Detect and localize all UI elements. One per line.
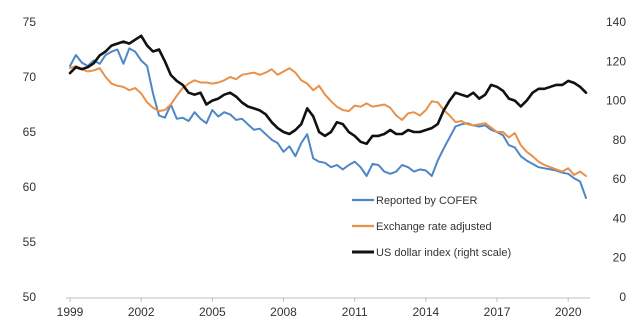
x-tick-label: 2014 (413, 305, 440, 319)
x-tick-label: 1999 (57, 305, 84, 319)
y-right-tick-label: 40 (613, 211, 627, 225)
series-line-1 (69, 65, 587, 177)
y-right-tick-label: 100 (606, 94, 626, 108)
y-left-tick-label: 60 (23, 180, 37, 194)
y-left-tick-label: 75 (23, 15, 37, 29)
y-left-tick-label: 65 (23, 125, 37, 139)
y-left-tick-label: 70 (23, 70, 37, 84)
x-tick-label: 2020 (555, 305, 582, 319)
y-right-tick-label: 60 (613, 172, 627, 186)
y-right-tick-label: 120 (606, 54, 626, 68)
y-left-tick-label: 50 (23, 290, 37, 304)
y-right-tick-label: 0 (619, 290, 626, 304)
x-tick-label: 2002 (128, 305, 155, 319)
y-right-tick-label: 80 (613, 133, 627, 147)
x-tick-label: 2008 (270, 305, 297, 319)
legend-label-1: Exchange rate adjusted (376, 221, 492, 233)
legend-label-2: US dollar index (right scale) (376, 247, 511, 259)
y-right-tick-label: 20 (613, 251, 627, 265)
x-tick-label: 2017 (484, 305, 511, 319)
series-line-2 (68, 34, 588, 146)
x-tick-label: 2005 (199, 305, 226, 319)
x-tick-label: 2011 (342, 305, 368, 319)
legend-label-0: Reported by COFER (376, 195, 478, 207)
series-line-0 (69, 47, 587, 199)
y-left-tick-label: 55 (23, 235, 37, 249)
y-right-tick-label: 140 (606, 15, 626, 29)
